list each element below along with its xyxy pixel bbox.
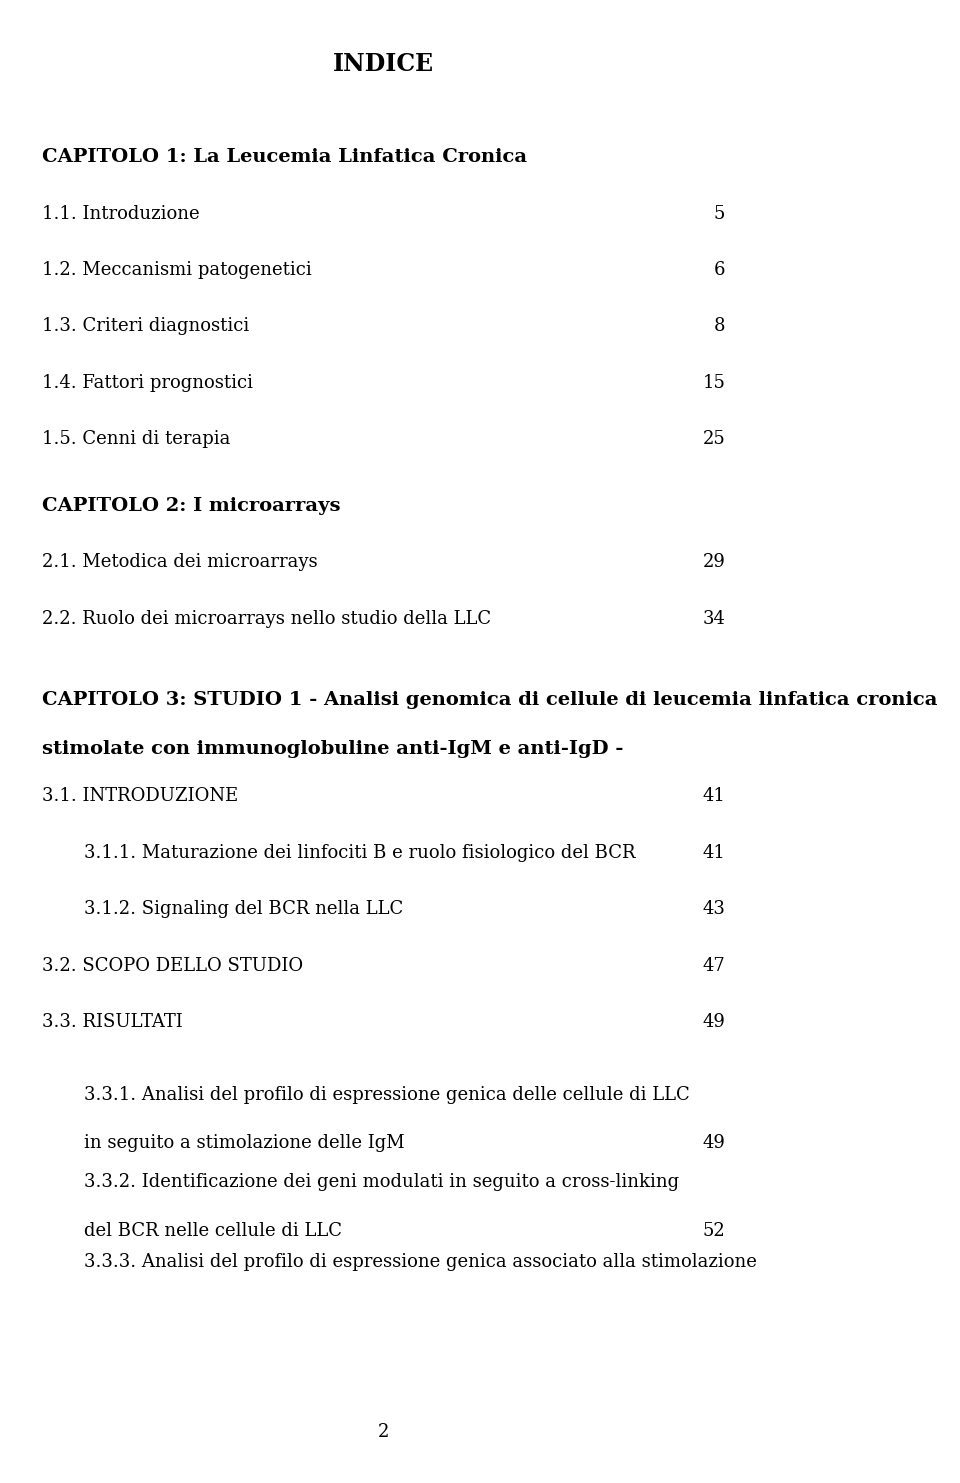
Text: 41: 41: [703, 787, 726, 805]
Text: 41: 41: [703, 844, 726, 862]
Text: CAPITOLO 1: La Leucemia Linfatica Cronica: CAPITOLO 1: La Leucemia Linfatica Cronic…: [42, 148, 527, 166]
Text: 3.3. RISULTATI: 3.3. RISULTATI: [42, 1013, 183, 1031]
Text: 2.1. Metodica dei microarrays: 2.1. Metodica dei microarrays: [42, 553, 318, 571]
Text: 3.3.2. Identificazione dei geni modulati in seguito a cross-linking: 3.3.2. Identificazione dei geni modulati…: [84, 1173, 680, 1191]
Text: 3.2. SCOPO DELLO STUDIO: 3.2. SCOPO DELLO STUDIO: [42, 957, 303, 974]
Text: 2.2. Ruolo dei microarrays nello studio della LLC: 2.2. Ruolo dei microarrays nello studio …: [42, 610, 492, 627]
Text: 52: 52: [703, 1222, 726, 1240]
Text: 3.1. INTRODUZIONE: 3.1. INTRODUZIONE: [42, 787, 238, 805]
Text: stimolate con immunoglobuline anti-IgM e anti-IgD -: stimolate con immunoglobuline anti-IgM e…: [42, 740, 624, 758]
Text: 3.1.2. Signaling del BCR nella LLC: 3.1.2. Signaling del BCR nella LLC: [84, 900, 404, 918]
Text: in seguito a stimolazione delle IgM: in seguito a stimolazione delle IgM: [84, 1134, 405, 1152]
Text: 29: 29: [703, 553, 726, 571]
Text: 1.3. Criteri diagnostici: 1.3. Criteri diagnostici: [42, 317, 250, 335]
Text: 8: 8: [714, 317, 726, 335]
Text: 47: 47: [703, 957, 726, 974]
Text: 25: 25: [703, 430, 726, 448]
Text: 5: 5: [714, 205, 726, 222]
Text: 15: 15: [703, 374, 726, 392]
Text: 43: 43: [703, 900, 726, 918]
Text: 49: 49: [703, 1013, 726, 1031]
Text: del BCR nelle cellule di LLC: del BCR nelle cellule di LLC: [84, 1222, 343, 1240]
Text: INDICE: INDICE: [333, 52, 434, 76]
Text: 1.5. Cenni di terapia: 1.5. Cenni di terapia: [42, 430, 230, 448]
Text: 3.3.3. Analisi del profilo di espressione genica associato alla stimolazione: 3.3.3. Analisi del profilo di espression…: [84, 1253, 757, 1271]
Text: CAPITOLO 3: STUDIO 1 - Analisi genomica di cellule di leucemia linfatica cronica: CAPITOLO 3: STUDIO 1 - Analisi genomica …: [42, 691, 938, 709]
Text: 2: 2: [378, 1424, 390, 1441]
Text: 49: 49: [703, 1134, 726, 1152]
Text: 3.1.1. Maturazione dei linfociti B e ruolo fisiologico del BCR: 3.1.1. Maturazione dei linfociti B e ruo…: [84, 844, 636, 862]
Text: 1.2. Meccanismi patogenetici: 1.2. Meccanismi patogenetici: [42, 261, 312, 279]
Text: 6: 6: [714, 261, 726, 279]
Text: CAPITOLO 2: I microarrays: CAPITOLO 2: I microarrays: [42, 497, 341, 515]
Text: 3.3.1. Analisi del profilo di espressione genica delle cellule di LLC: 3.3.1. Analisi del profilo di espression…: [84, 1086, 690, 1103]
Text: 34: 34: [703, 610, 726, 627]
Text: 1.4. Fattori prognostici: 1.4. Fattori prognostici: [42, 374, 253, 392]
Text: 1.1. Introduzione: 1.1. Introduzione: [42, 205, 200, 222]
